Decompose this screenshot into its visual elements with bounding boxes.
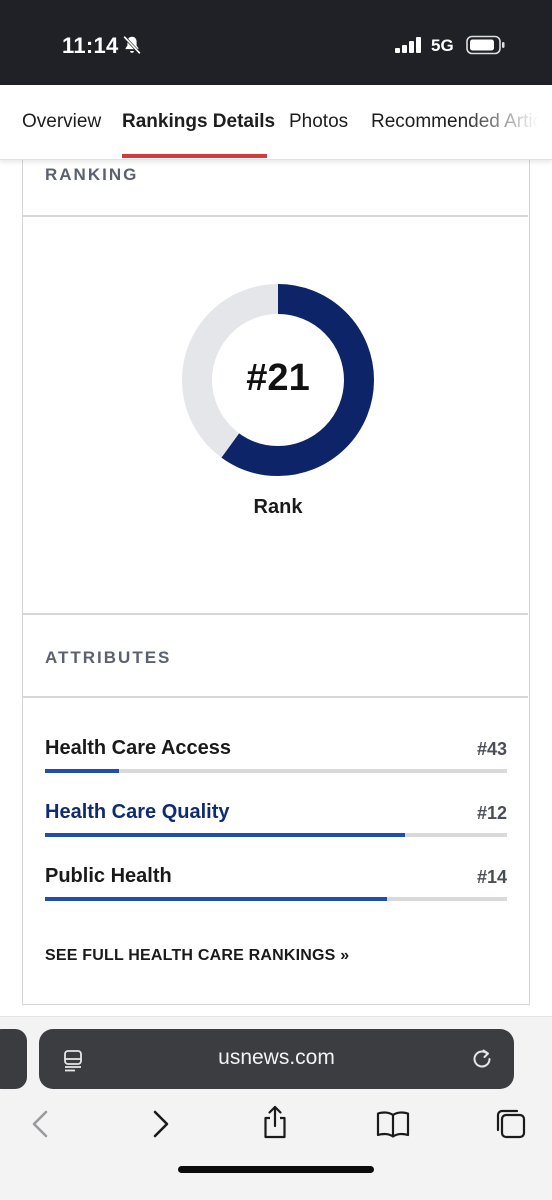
attributes-section-title: ATTRIBUTES [45,648,172,667]
attribute-name-link[interactable]: Health Care Quality [45,801,230,823]
attribute-rank: #14 [476,867,507,887]
status-bar: 11:14 5G [0,0,552,85]
attribute-row: Health Care Quality #12 [45,801,507,851]
attribute-name: Health Care Access [45,737,232,759]
attribute-bar-fill [45,833,406,837]
divider [23,613,528,615]
tabs-icon[interactable] [494,1107,528,1141]
attribute-bar-fill [45,769,119,773]
rank-label: Rank [253,496,303,518]
see-full-rankings-link[interactable]: SEE FULL HEALTH CARE RANKINGS » [45,947,350,964]
tab-overview[interactable]: Overview [22,111,102,132]
attribute-bar-track [45,769,507,773]
tab-fade [462,85,552,159]
ranking-card: RANKING #21 Rank ATTRIBUTES Health Care … [22,145,530,1005]
bookmarks-icon[interactable] [376,1107,410,1141]
rank-donut-chart [182,284,374,476]
tab-photos[interactable]: Photos [289,111,349,132]
attribute-row: Health Care Access #43 [45,737,507,787]
reader-icon[interactable] [61,1048,85,1072]
url-text[interactable]: usnews.com [218,1046,335,1069]
forward-icon[interactable] [143,1107,177,1141]
attribute-bar-fill [45,897,387,901]
address-bar[interactable]: usnews.com [39,1029,514,1089]
ranking-section-title: RANKING [45,165,139,184]
attribute-rank: #12 [476,803,507,823]
attribute-bar-track [45,897,507,901]
back-icon[interactable] [24,1107,58,1141]
tab-nav: Overview Rankings Details Photos Recomme… [0,85,552,160]
attribute-bar-track [45,833,507,837]
divider [23,215,528,217]
tab-rankings-details[interactable]: Rankings Details [122,111,276,132]
donut-fill [182,284,374,476]
reload-icon[interactable] [469,1046,495,1072]
status-time: 11:14 [62,33,119,58]
previous-tab-preview[interactable] [0,1029,27,1089]
battery-icon [466,35,505,55]
share-icon[interactable] [258,1105,292,1139]
network-label: 5G [431,36,454,55]
active-tab-indicator [122,154,267,158]
rank-value: #21 [246,357,310,399]
signal-icon [395,37,421,53]
bell-slash-icon [123,35,141,55]
attribute-rank: #43 [476,739,507,759]
divider [23,696,528,698]
attribute-row: Public Health #14 [45,865,507,915]
attribute-name: Public Health [45,865,172,887]
home-indicator [178,1166,374,1173]
